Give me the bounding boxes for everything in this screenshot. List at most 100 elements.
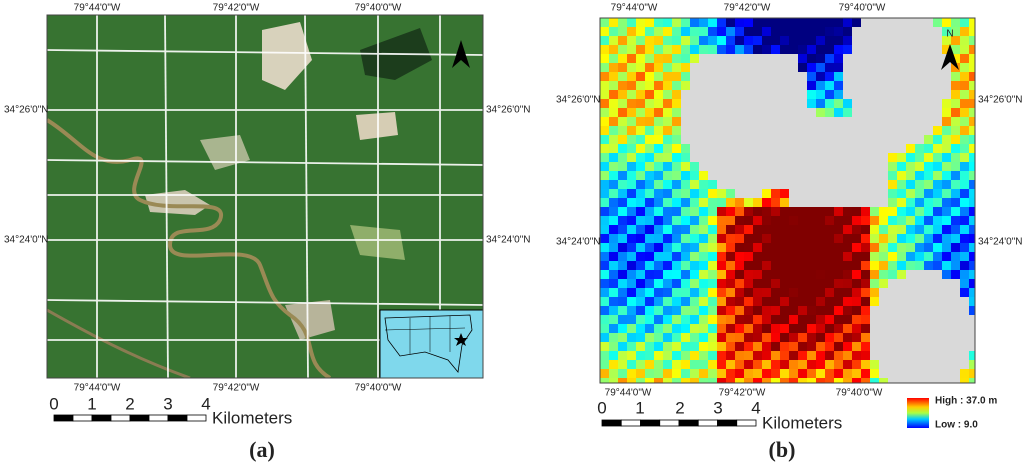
map-cell: [870, 180, 879, 189]
map-cell: [762, 306, 771, 315]
map-cell: [915, 162, 924, 171]
map-cell: [870, 198, 879, 207]
map-cell: [825, 324, 834, 333]
scale-segment: [678, 419, 699, 427]
map-cell: [798, 378, 807, 383]
map-cell: [762, 216, 771, 225]
map-cell: [618, 72, 627, 81]
map-cell: [663, 378, 672, 383]
map-cell: [672, 162, 681, 171]
map-cell: [672, 36, 681, 45]
map-cell: [798, 198, 807, 207]
scale-label: 2: [125, 394, 134, 413]
map-cell: [960, 135, 969, 144]
map-cell: [717, 252, 726, 261]
map-cell: [663, 351, 672, 360]
scale-label: 3: [713, 398, 722, 417]
map-cell: [771, 27, 780, 36]
map-cell: [915, 252, 924, 261]
map-cell: [960, 144, 969, 153]
map-cell: [915, 135, 924, 144]
map-cell: [753, 261, 762, 270]
map-cell: [789, 234, 798, 243]
map-cell: [771, 153, 780, 162]
map-cell: [843, 189, 852, 198]
map-cell: [852, 81, 861, 90]
map-cell: [906, 252, 915, 261]
map-cell: [717, 378, 726, 383]
map-cell: [825, 45, 834, 54]
map-cell: [942, 288, 951, 297]
map-cell: [807, 180, 816, 189]
panel-label: (b): [769, 437, 796, 462]
map-cell: [942, 360, 951, 369]
map-cell: [681, 198, 690, 207]
map-cell: [906, 153, 915, 162]
map-cell: [600, 297, 609, 306]
map-cell: [663, 54, 672, 63]
map-cell: [924, 324, 933, 333]
map-cell: [951, 99, 960, 108]
map-cell: [600, 378, 609, 383]
map-cell: [960, 225, 969, 234]
map-cell: [690, 135, 699, 144]
map-cell: [726, 342, 735, 351]
map-cell: [672, 234, 681, 243]
map-cell: [753, 324, 762, 333]
map-cell: [870, 351, 879, 360]
map-cell: [681, 342, 690, 351]
map-cell: [915, 126, 924, 135]
map-cell: [690, 216, 699, 225]
map-cell: [708, 99, 717, 108]
map-cell: [717, 135, 726, 144]
map-cell: [717, 198, 726, 207]
map-cell: [627, 243, 636, 252]
map-cell: [771, 261, 780, 270]
map-cell: [762, 261, 771, 270]
map-cell: [600, 252, 609, 261]
map-cell: [780, 117, 789, 126]
map-cell: [933, 378, 942, 383]
map-cell: [744, 369, 753, 378]
map-cell: [609, 189, 618, 198]
map-cell: [951, 153, 960, 162]
map-cell: [861, 108, 870, 117]
map-cell: [600, 270, 609, 279]
map-cell: [735, 45, 744, 54]
map-cell: [681, 189, 690, 198]
map-cell: [762, 36, 771, 45]
map-cell: [861, 297, 870, 306]
map-cell: [915, 108, 924, 117]
map-cell: [825, 54, 834, 63]
map-cell: [609, 315, 618, 324]
map-cell: [627, 144, 636, 153]
map-cell: [924, 378, 933, 383]
map-cell: [798, 54, 807, 63]
map-cell: [627, 333, 636, 342]
map-cell: [717, 315, 726, 324]
map-cell: [735, 90, 744, 99]
river: [47, 118, 332, 378]
map-cell: [834, 27, 843, 36]
map-cell: [654, 216, 663, 225]
map-cell: [888, 342, 897, 351]
map-cell: [753, 360, 762, 369]
map-cell: [726, 306, 735, 315]
map-cell: [969, 117, 975, 126]
map-cell: [744, 18, 753, 27]
map-cell: [942, 315, 951, 324]
map-cell: [969, 315, 975, 324]
map-cell: [816, 261, 825, 270]
map-cell: [906, 27, 915, 36]
satellite-map: [47, 15, 483, 378]
map-cell: [735, 144, 744, 153]
map-cell: [861, 90, 870, 99]
map-cell: [726, 234, 735, 243]
map-cell: [690, 288, 699, 297]
map-cell: [780, 72, 789, 81]
map-cell: [726, 117, 735, 126]
map-cell: [942, 90, 951, 99]
map-cell: [960, 153, 969, 162]
map-cell: [798, 171, 807, 180]
map-cell: [906, 315, 915, 324]
